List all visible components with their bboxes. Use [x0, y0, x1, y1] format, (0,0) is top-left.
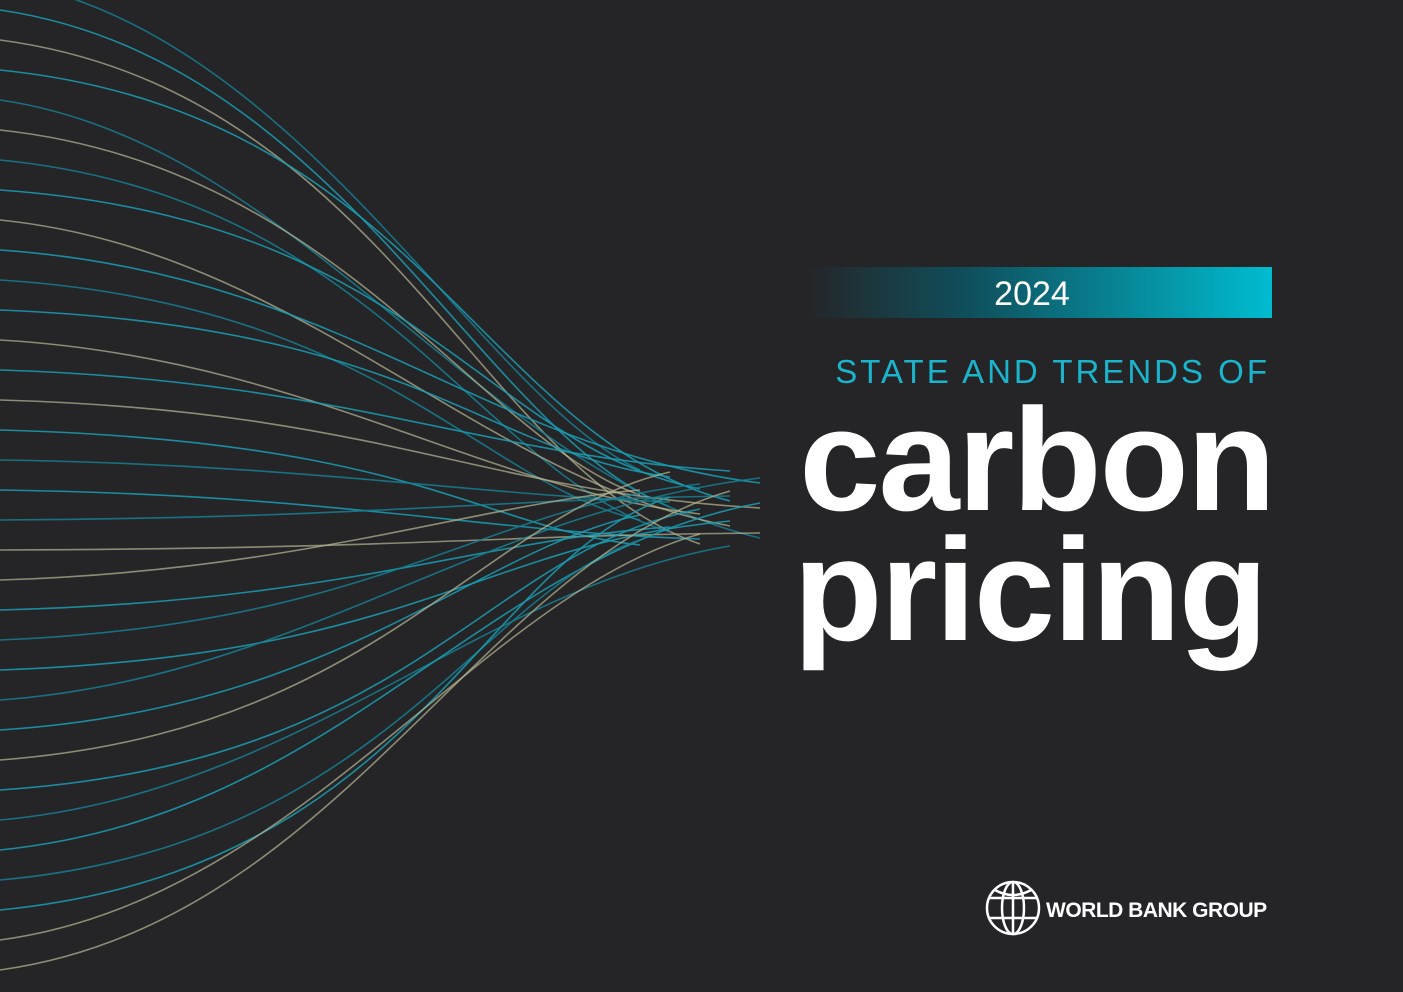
curve: [0, 9, 671, 508]
curve: [0, 69, 731, 502]
curve: [0, 533, 701, 941]
title-line: pricing: [793, 508, 1266, 671]
curve: [0, 489, 641, 581]
curve: [0, 369, 731, 472]
logo-text: WORLD BANK GROUP: [1046, 899, 1267, 922]
curve: [0, 459, 671, 503]
curve: [0, 526, 671, 611]
curve: [0, 129, 641, 496]
subtitle: STATE AND TRENDS OF: [835, 353, 1270, 390]
curve: [0, 309, 671, 478]
line-art: [0, 0, 761, 971]
title-line: carbon: [799, 378, 1274, 541]
curve: [0, 471, 671, 761]
curve: [0, 545, 731, 821]
curve: [0, 477, 761, 701]
curve: [0, 339, 701, 515]
logo: [985, 880, 1041, 936]
curve: [0, 249, 761, 484]
year-band: [805, 267, 1272, 318]
curve: [0, 495, 731, 521]
curve: [0, 508, 701, 791]
curve: [0, 539, 641, 881]
curve: [0, 514, 641, 731]
curve: [73, 0, 641, 471]
curve: [0, 99, 761, 539]
curve: [0, 489, 701, 540]
curve: [0, 483, 701, 641]
logo-parallel: [994, 888, 1032, 897]
year: 2024: [994, 275, 1070, 313]
curve: [0, 502, 761, 851]
curve: [0, 490, 731, 971]
